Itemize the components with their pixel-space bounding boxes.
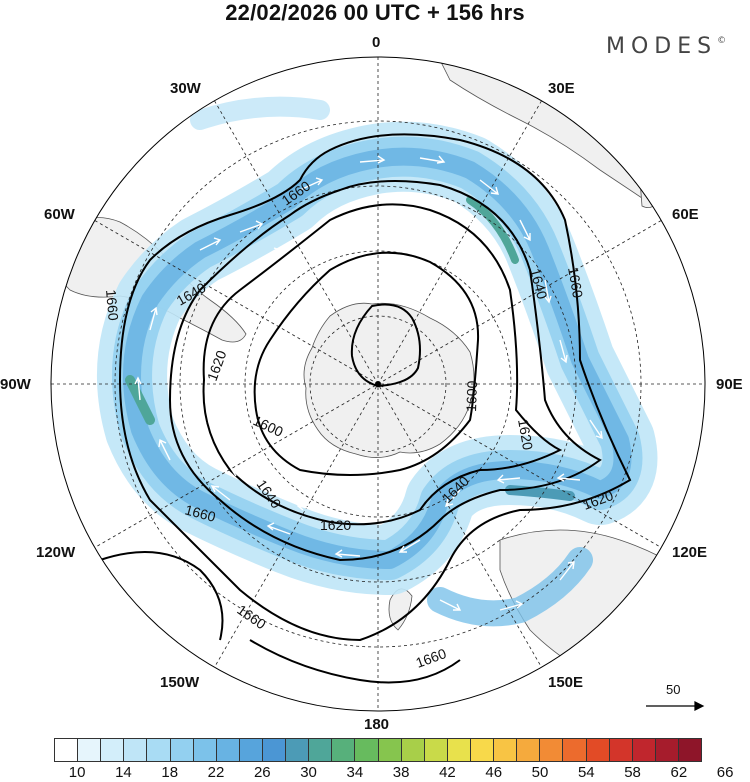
colorbar-swatch [309,739,333,761]
contour-label: 1660 [234,601,269,632]
colorbar-tick-label: 66 [716,764,734,781]
longitude-label-60w: 60W [44,206,75,223]
contour-label: 1660 [565,266,586,300]
colorbar-swatch [193,739,217,761]
colorbar-swatch [262,739,287,761]
contour-label: 1620 [320,517,351,533]
wind-speed-shading [97,96,658,627]
colorbar-swatch [424,739,448,761]
colorbar-swatch [632,739,656,761]
contour-1660-south [249,639,461,684]
contour-1620 [202,203,563,526]
colorbar-tick-label: 34 [346,764,364,781]
longitude-label-90w: 90W [0,376,31,393]
colorbar-tick-label: 38 [392,764,410,781]
logo-text: MODES [606,34,718,59]
colorbar-swatch [470,739,495,761]
colorbar-swatch [494,739,518,761]
longitude-label-60e: 60E [672,206,699,223]
colorbar-swatch [586,739,610,761]
colorbar-swatch [609,739,633,761]
contour-label: 1640 [527,267,551,301]
colorbar-swatch [401,739,425,761]
contour-1600 [253,251,480,476]
colorbar-swatch [540,739,564,761]
contour-label: 1600 [463,380,480,412]
colorbar-swatch [563,739,587,761]
longitude-label-150e: 150E [548,674,584,691]
colorbar-swatch [170,739,194,761]
colorbar-tick-label: 10 [68,764,86,781]
colorbar-swatch [355,739,379,761]
map-border [50,56,706,712]
reference-vector-arrow [646,701,705,711]
colorbar-tick-label: 22 [207,764,225,781]
contour-1660 [118,133,632,642]
colorbar-tick-label: 18 [161,764,179,781]
colorbar-swatch [517,739,541,761]
longitude-label-90e: 90E [716,376,743,393]
pole-marker [375,381,381,387]
colorbar-tick-label: 62 [670,764,688,781]
colorbar-tick-label: 54 [577,764,595,781]
contour-label: 1620 [204,348,230,383]
colorbar [54,738,702,762]
longitude-label-180: 180 [364,716,390,733]
colorbar-swatch [101,739,125,761]
contour-label: 1620 [515,418,536,452]
contour-1580 [350,303,421,388]
colorbar-swatch [147,739,171,761]
colorbar-swatch [447,739,471,761]
colorbar-swatch [378,739,402,761]
colorbar-swatch [678,739,702,761]
contour-label: 1660 [103,289,122,322]
colorbar-swatch [239,739,263,761]
contour-1640 [168,180,602,562]
colorbar-swatch [655,739,679,761]
colorbar-swatch [332,739,356,761]
longitude-label-0: 0 [372,34,381,51]
contour-label: 1660 [183,501,217,525]
colorbar-tick-label: 26 [253,764,271,781]
contour-1660-outer [99,551,224,641]
colorbar-tick-label: 30 [300,764,317,781]
modes-logo: MODES© [606,34,726,59]
longitude-label-150w: 150W [160,674,200,691]
contour-label: 1660 [414,645,449,671]
longitude-label-120e: 120E [672,544,708,561]
reference-vector: 50 [646,682,706,712]
antarctica [303,302,475,458]
colorbar-tick-label: 58 [624,764,641,781]
colorbar-tick-label: 50 [531,764,549,781]
colorbar-tick-label: 14 [115,764,132,781]
colorbar-tick-label: 42 [439,764,456,781]
colorbar-swatch [286,739,310,761]
longitude-label-30e: 30E [548,80,575,97]
colorbar-ticks: 10141822263034384246505458626670 [54,764,734,782]
chart-title: 22/02/2026 00 UTC + 156 hrs [225,0,525,25]
colorbar-swatch [78,739,102,761]
colorbar-swatch [216,739,240,761]
colorbar-tick-label: 46 [485,764,503,781]
height-contours [99,133,632,684]
longitude-label-30w: 30W [170,80,201,97]
colorbar-swatch [124,739,148,761]
contour-label: 1600 [251,412,286,440]
wind-vectors [134,155,603,611]
reference-vector-label: 50 [666,682,681,697]
colorbar-swatch [55,739,79,761]
copyright-mark: © [717,36,727,46]
longitude-label-120w: 120W [36,544,76,561]
